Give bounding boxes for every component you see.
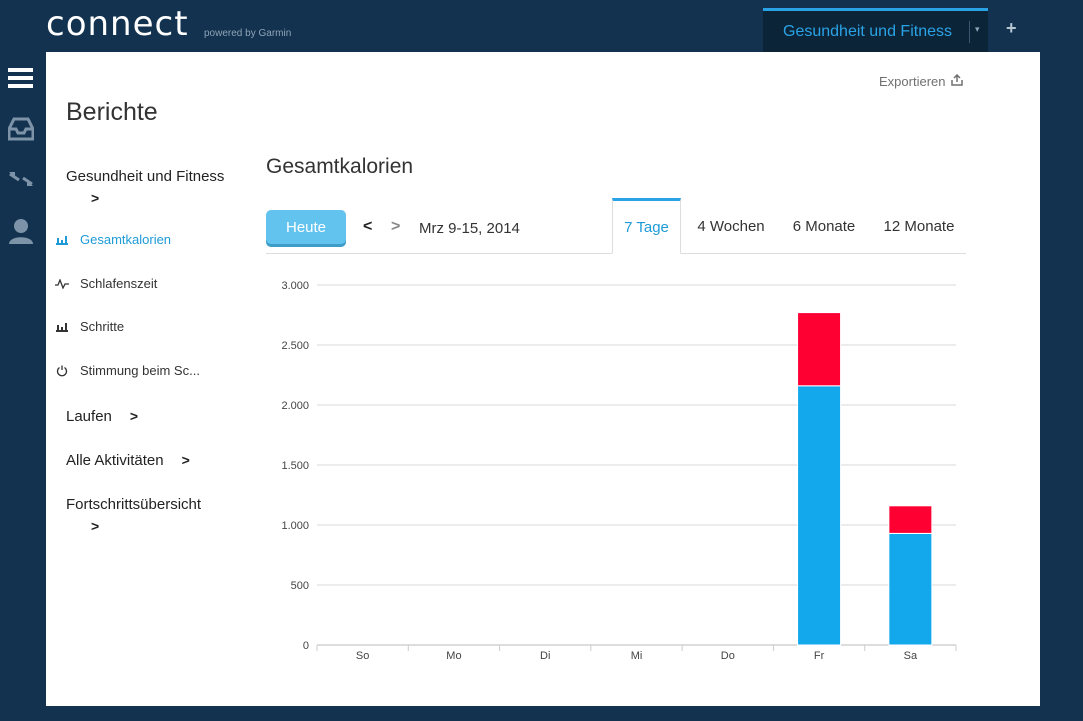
connect-logo[interactable]: connect — [46, 4, 189, 44]
bar-chart-icon — [54, 322, 70, 332]
bar-segment-top — [797, 312, 842, 387]
y-tick-label: 2.500 — [281, 340, 309, 352]
nav-group-label: Laufen — [66, 408, 112, 425]
nav-item-label: Gesamtkalorien — [80, 232, 172, 247]
bar-chart-icon — [54, 235, 70, 245]
export-label: Exportieren — [879, 74, 946, 89]
chevron-right-icon[interactable]: > — [391, 218, 401, 235]
y-tick-label: 1.500 — [281, 460, 309, 472]
y-tick-label: 3.000 — [281, 280, 309, 292]
connections-icon[interactable] — [8, 170, 34, 196]
export-button[interactable]: Exportieren — [879, 73, 964, 89]
bar-segment-base — [797, 385, 842, 646]
tab-12-monate[interactable]: 12 Monate — [883, 217, 955, 235]
tab-6-monate[interactable]: 6 Monate — [792, 217, 856, 235]
power-icon — [54, 365, 70, 377]
x-tick-label: Di — [540, 650, 550, 662]
nav-item-schlafenszeit[interactable]: Schlafenszeit — [54, 276, 157, 291]
x-tick-label: So — [356, 650, 369, 662]
x-tick-label: Mo — [446, 650, 461, 662]
y-tick-label: 500 — [291, 580, 309, 592]
chevron-right-icon: > — [181, 452, 190, 468]
nav-group-label: Gesundheit und Fitness — [66, 168, 225, 185]
today-button[interactable]: Heute — [266, 210, 346, 244]
x-tick-label: Sa — [904, 650, 918, 662]
date-range-label: Mrz 9-15, 2014 — [419, 220, 520, 237]
y-tick-label: 0 — [303, 640, 309, 652]
calories-chart: 0 500 1.000 1.500 2.000 2.500 3.000 So Mo Di Mi Do F… — [281, 280, 957, 662]
caret-down-icon[interactable]: ▾ — [975, 24, 980, 34]
nav-item-label: Stimmung beim Sc... — [80, 363, 200, 378]
section-title: Gesamtkalorien — [266, 155, 414, 178]
bar-segment-base — [888, 532, 933, 646]
pulse-icon — [54, 278, 70, 289]
y-tick-label: 1.000 — [281, 520, 309, 532]
nav-group-health-fitness[interactable]: Gesundheit und Fitness — [66, 168, 224, 185]
x-tick-label: Do — [721, 650, 735, 662]
nav-group-alle-aktivitaeten[interactable]: Alle Aktivitäten > — [66, 452, 190, 469]
y-tick-label: 2.000 — [281, 400, 309, 412]
nav-item-label: Schlafenszeit — [80, 276, 158, 291]
chevron-right-icon[interactable]: > — [91, 518, 100, 534]
nav-group-label: Alle Aktivitäten — [66, 452, 164, 469]
inbox-icon[interactable] — [7, 117, 35, 143]
menu-icon[interactable] — [8, 66, 34, 92]
nav-item-label: Schritte — [80, 319, 125, 334]
nav-item-stimmung[interactable]: Stimmung beim Sc... — [54, 363, 200, 378]
tab-4-wochen[interactable]: 4 Wochen — [697, 217, 765, 235]
app-tab-divider — [969, 21, 970, 43]
x-tick-label: Fr — [814, 650, 825, 662]
bar-segment-top — [888, 505, 933, 534]
add-tab-button[interactable]: + — [1006, 18, 1017, 38]
nav-item-schritte[interactable]: Schritte — [54, 319, 124, 334]
chevron-right-icon: > — [129, 408, 139, 424]
page-title: Berichte — [66, 98, 158, 126]
nav-item-gesamtkalorien[interactable]: Gesamtkalorien — [54, 232, 171, 247]
export-icon — [951, 73, 964, 89]
nav-group-laufen[interactable]: Laufen > — [66, 408, 138, 425]
chevron-right-icon[interactable]: > — [91, 190, 100, 206]
app-tab-label: Gesundheit und Fitness — [783, 23, 952, 40]
user-icon[interactable] — [8, 218, 34, 244]
x-tick-label: Mi — [631, 650, 643, 662]
logo-subtitle: powered by Garmin — [204, 28, 292, 39]
app-tab-health-fitness[interactable]: Gesundheit und Fitness ▾ — [763, 8, 988, 52]
nav-group-fortschritt[interactable]: Fortschrittsübersicht — [66, 496, 201, 513]
reports-panel: Exportieren Berichte Gesundheit und Fitn… — [46, 52, 1040, 706]
chevron-left-icon[interactable]: < — [363, 218, 373, 235]
top-bar: connect powered by Garmin Gesundheit und… — [0, 0, 1083, 52]
nav-group-label: Fortschrittsübersicht — [66, 496, 202, 513]
tab-7-tage[interactable]: 7 Tage — [612, 198, 681, 254]
